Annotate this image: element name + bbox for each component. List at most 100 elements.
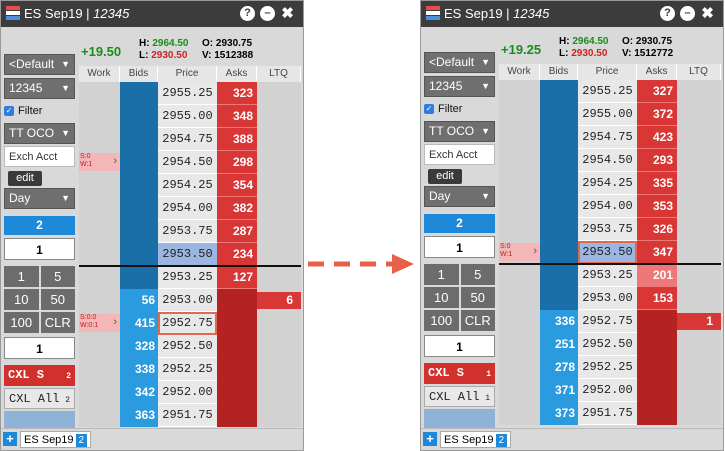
ask-cell[interactable]: [217, 404, 257, 427]
bid-cell[interactable]: 278: [540, 356, 578, 379]
price-cell[interactable]: 2954.50: [158, 151, 217, 174]
work-cell[interactable]: [499, 218, 540, 241]
cancel-all-button[interactable]: CXL All 2: [4, 388, 75, 409]
ask-cell[interactable]: 326: [637, 218, 677, 241]
account-dropdown[interactable]: 12345 ▼: [424, 76, 495, 97]
ask-cell[interactable]: [217, 312, 257, 335]
price-cell[interactable]: 2953.75: [158, 220, 217, 243]
tif-dropdown[interactable]: Day ▼: [424, 186, 495, 207]
bid-cell[interactable]: 336: [540, 310, 578, 333]
minimize-icon[interactable]: –: [260, 6, 275, 21]
bid-cell[interactable]: [540, 80, 578, 103]
ask-cell[interactable]: [217, 381, 257, 404]
ask-cell[interactable]: 298: [217, 151, 257, 174]
tab-es-sep19[interactable]: ES Sep19 2: [440, 431, 512, 448]
bid-cell[interactable]: 342: [120, 381, 158, 404]
bid-cell[interactable]: 371: [540, 379, 578, 402]
work-cell[interactable]: [79, 105, 120, 128]
bid-cell[interactable]: [120, 82, 158, 105]
work-cell[interactable]: S:0 W:1 ›: [499, 241, 540, 264]
edit-button[interactable]: edit: [8, 171, 42, 186]
ask-cell[interactable]: [637, 402, 677, 425]
qty-button-50[interactable]: 50: [40, 289, 75, 310]
price-cell[interactable]: 2954.25: [578, 172, 637, 195]
work-cell[interactable]: [499, 264, 540, 287]
qty-button-5[interactable]: 5: [40, 266, 75, 287]
ask-cell[interactable]: 293: [637, 149, 677, 172]
price-cell[interactable]: 2953.00: [158, 289, 217, 312]
work-cell[interactable]: S:0:0 W:0:1 ›: [79, 312, 120, 335]
default-qty[interactable]: 2: [4, 216, 75, 235]
price-cell[interactable]: 2953.50: [158, 243, 217, 266]
work-cell[interactable]: [499, 379, 540, 402]
bid-cell[interactable]: [540, 149, 578, 172]
edit-button[interactable]: edit: [428, 169, 462, 184]
work-cell[interactable]: [499, 172, 540, 195]
qty-button-50[interactable]: 50: [460, 287, 495, 308]
qty-field-2[interactable]: 1: [424, 335, 495, 357]
work-cell[interactable]: [79, 174, 120, 197]
bid-cell[interactable]: [540, 218, 578, 241]
bid-cell[interactable]: [540, 287, 578, 310]
price-cell[interactable]: 2952.75: [578, 310, 637, 333]
bid-cell[interactable]: [540, 103, 578, 126]
clear-button[interactable]: CLR: [460, 310, 495, 331]
price-cell[interactable]: 2951.75: [158, 404, 217, 427]
working-order-marker[interactable]: S:0 W:1 ›: [79, 153, 120, 171]
work-cell[interactable]: S:0 W:1 ›: [79, 151, 120, 174]
work-cell[interactable]: [499, 287, 540, 310]
price-cell[interactable]: 2952.00: [158, 381, 217, 404]
work-cell[interactable]: [79, 266, 120, 289]
ask-cell[interactable]: 354: [217, 174, 257, 197]
help-icon[interactable]: ?: [240, 6, 255, 21]
ask-cell[interactable]: [217, 335, 257, 358]
work-cell[interactable]: [499, 402, 540, 425]
qty-button-100[interactable]: 100: [424, 310, 459, 331]
ask-cell[interactable]: [217, 358, 257, 381]
work-cell[interactable]: [499, 103, 540, 126]
qty-button-1[interactable]: 1: [4, 266, 39, 287]
order-type-dropdown[interactable]: TT OCO ▼: [4, 123, 75, 144]
price-cell[interactable]: 2954.75: [578, 126, 637, 149]
exch-acct-field[interactable]: Exch Acct: [4, 146, 75, 167]
qty-field[interactable]: 1: [4, 238, 75, 260]
ask-cell[interactable]: 382: [217, 197, 257, 220]
price-cell[interactable]: 2952.25: [158, 358, 217, 381]
ask-cell[interactable]: [637, 379, 677, 402]
ask-cell[interactable]: 347: [637, 241, 677, 264]
work-cell[interactable]: [79, 335, 120, 358]
qty-field[interactable]: 1: [424, 236, 495, 258]
ask-cell[interactable]: 234: [217, 243, 257, 266]
qty-button-10[interactable]: 10: [424, 287, 459, 308]
qty-button-10[interactable]: 10: [4, 289, 39, 310]
order-type-dropdown[interactable]: TT OCO ▼: [424, 121, 495, 142]
bid-cell[interactable]: 328: [120, 335, 158, 358]
price-cell[interactable]: 2954.25: [158, 174, 217, 197]
ask-cell[interactable]: 201: [637, 264, 677, 287]
price-cell[interactable]: 2955.25: [158, 82, 217, 105]
work-cell[interactable]: [79, 82, 120, 105]
work-cell[interactable]: [499, 149, 540, 172]
add-tab-icon[interactable]: +: [423, 432, 437, 446]
work-cell[interactable]: [499, 310, 540, 333]
ask-cell[interactable]: 127: [217, 266, 257, 289]
price-cell[interactable]: 2953.25: [578, 264, 637, 287]
bid-cell[interactable]: [120, 220, 158, 243]
selected-price-cell[interactable]: 2952.75: [158, 312, 217, 335]
bid-cell[interactable]: 363: [120, 404, 158, 427]
bid-cell[interactable]: [540, 195, 578, 218]
work-cell[interactable]: [499, 333, 540, 356]
bid-cell[interactable]: [120, 174, 158, 197]
ask-cell[interactable]: 353: [637, 195, 677, 218]
close-icon[interactable]: ✖: [281, 5, 294, 22]
price-cell[interactable]: 2954.50: [578, 149, 637, 172]
bid-cell[interactable]: [540, 241, 578, 264]
ask-cell[interactable]: 423: [637, 126, 677, 149]
work-cell[interactable]: [79, 404, 120, 427]
work-cell[interactable]: [79, 381, 120, 404]
price-cell[interactable]: 2953.00: [578, 287, 637, 310]
bid-cell[interactable]: [120, 197, 158, 220]
ask-cell[interactable]: [637, 333, 677, 356]
price-cell[interactable]: 2952.00: [578, 379, 637, 402]
price-cell[interactable]: 2953.25: [158, 266, 217, 289]
